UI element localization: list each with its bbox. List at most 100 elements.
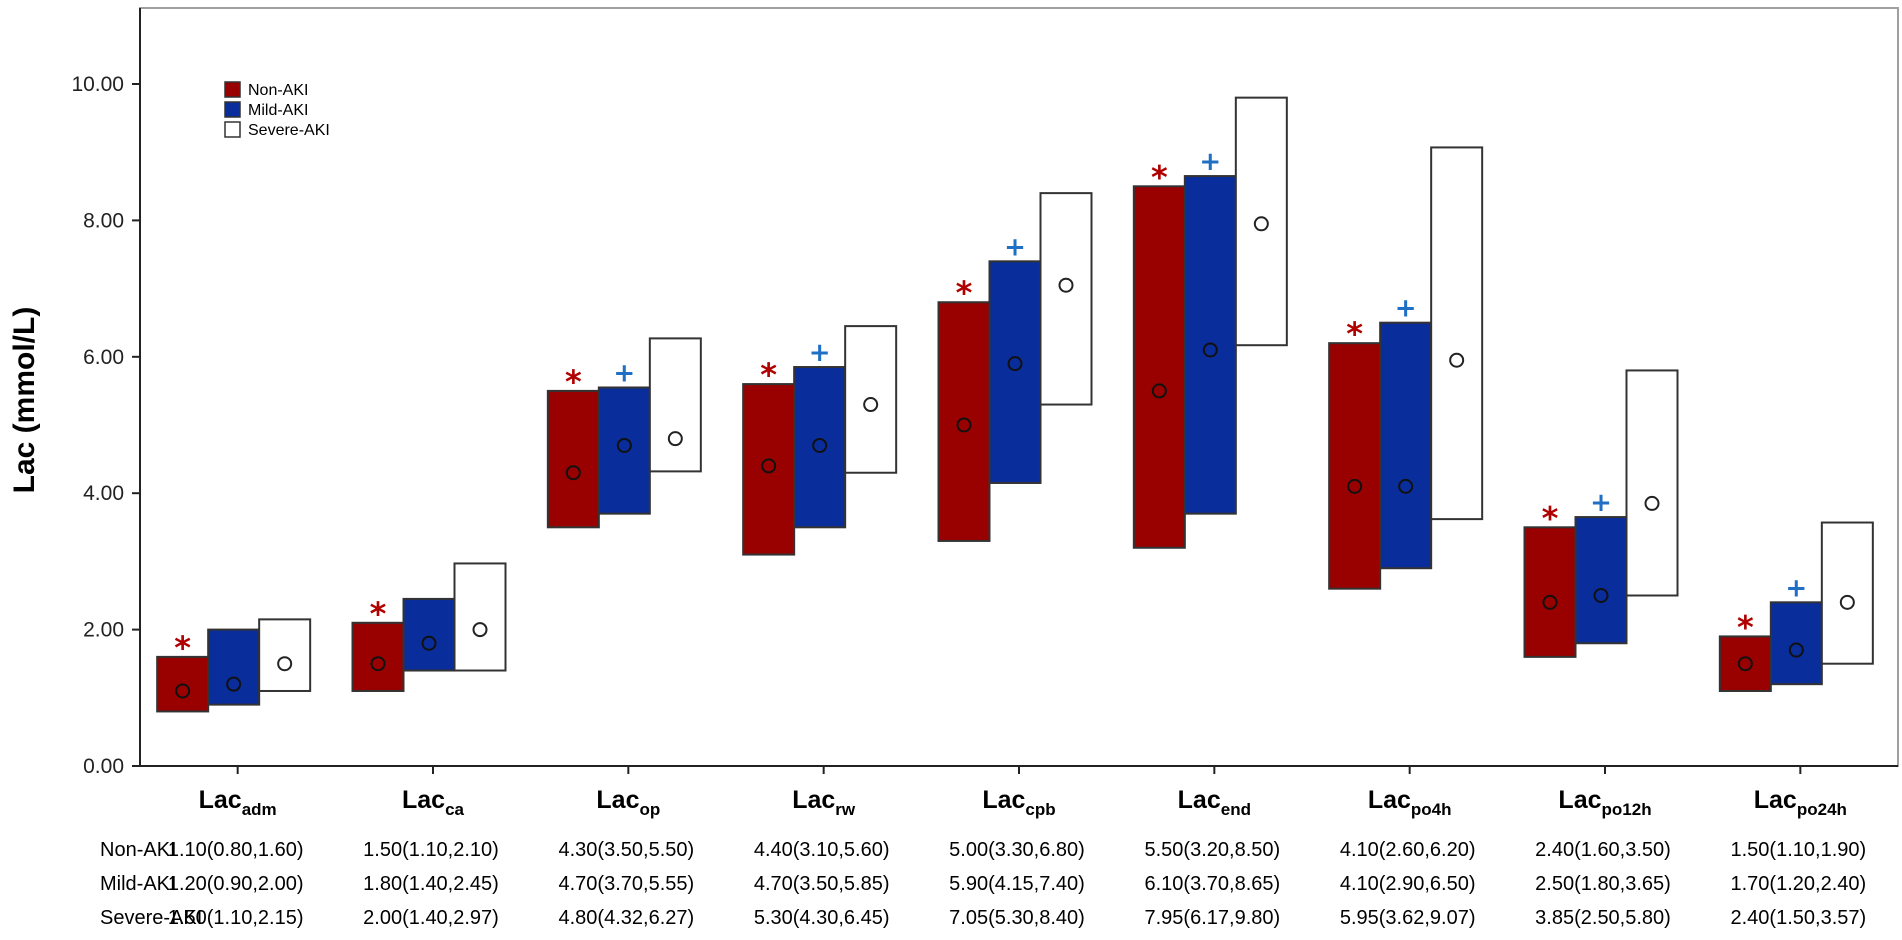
significance-star: * <box>1737 608 1754 646</box>
x-category-label: Lacpo12h <box>1558 786 1651 819</box>
median-marker <box>956 417 972 433</box>
x-category-label: Lacrw <box>792 786 856 819</box>
x-category-label: Lacpo24h <box>1754 786 1847 819</box>
significance-plus: + <box>1395 294 1417 324</box>
x-category-label: Lacpo4h <box>1368 786 1452 819</box>
table-cell: 4.30(3.50,5.50) <box>559 839 695 861</box>
median-marker <box>1058 277 1074 293</box>
y-tick-label: 10.00 <box>71 73 124 96</box>
legend: Non-AKI Mild-AKI Severe-AKI <box>224 81 330 139</box>
table-cell: 1.50(1.10,2.10) <box>363 839 499 861</box>
median-marker <box>667 431 683 447</box>
significance-star: * <box>1346 315 1363 353</box>
significance-plus: + <box>1004 232 1026 262</box>
median-marker <box>1593 588 1609 603</box>
iqr-bar <box>402 597 456 672</box>
significance-star: * <box>370 595 387 633</box>
table-cell: 4.80(4.32,6.27) <box>559 907 695 929</box>
significance-plus: + <box>1590 488 1612 518</box>
legend-label: Severe-AKI <box>248 122 330 139</box>
median-marker <box>565 465 581 481</box>
table-cell: 1.50(1.10,2.15) <box>168 907 304 929</box>
x-category-label: Lacadm <box>199 786 277 819</box>
median-marker <box>1449 352 1465 368</box>
table-cell: 4.10(2.90,6.50) <box>1340 873 1476 895</box>
iqr-bar <box>844 325 898 474</box>
significance-star: * <box>1151 158 1168 196</box>
median-marker <box>616 437 632 453</box>
significance-star: * <box>956 274 973 312</box>
median-marker <box>1202 342 1218 358</box>
significance-star: * <box>760 356 777 394</box>
iqr-bar <box>742 383 796 556</box>
table-cell: 4.70(3.70,5.55) <box>559 873 695 895</box>
table-cell: 1.50(1.10,1.90) <box>1731 839 1867 861</box>
table-cell: 1.10(0.80,1.60) <box>168 839 304 861</box>
significance-plus: + <box>809 338 831 368</box>
median-marker <box>1253 216 1269 232</box>
table-cell: 1.70(1.20,2.40) <box>1731 873 1867 895</box>
median-marker <box>1347 478 1363 494</box>
table-cell: 4.10(2.60,6.20) <box>1340 839 1476 861</box>
iqr-bar <box>1625 369 1679 597</box>
median-marker <box>370 656 386 672</box>
y-axis: 0.00 2.00 4.00 6.00 8.00 10.00 <box>71 73 140 778</box>
significance-star: * <box>565 363 582 401</box>
iqr-bar <box>648 337 702 473</box>
significance-star: * <box>174 629 191 667</box>
median-marker <box>812 437 828 453</box>
x-category-label: Lacop <box>596 786 660 819</box>
table-cell: 2.40(1.60,3.50) <box>1535 839 1671 861</box>
median-marker <box>1007 356 1023 372</box>
median-marker <box>1737 656 1753 672</box>
legend-swatch <box>224 81 241 98</box>
iqr-bar <box>988 260 1042 484</box>
table-cell: 5.30(4.30,6.45) <box>754 907 890 929</box>
legend-swatch <box>224 101 241 118</box>
median-marker <box>175 683 191 699</box>
median-marker <box>1151 383 1167 399</box>
table-cell: 4.70(3.50,5.85) <box>754 873 890 895</box>
iqr-bar <box>1039 192 1093 406</box>
iqr-bar <box>1183 175 1237 515</box>
bars-layer: * * * + * + * + * + * + * + * + <box>156 96 1874 713</box>
table-cell: 7.05(5.30,8.40) <box>949 907 1085 929</box>
x-axis-categories: Lacadm Lacca Lacop Lacrw Laccpb Lacend Lacpo4h… <box>199 766 1847 819</box>
iqr-bar <box>1234 96 1288 347</box>
significance-plus: + <box>1199 147 1221 177</box>
iqr-bar <box>546 389 600 529</box>
table-row-label: Mild-AKI <box>100 873 176 895</box>
table-cell: 3.85(2.50,5.80) <box>1535 907 1671 929</box>
table-cell: 5.50(3.20,8.50) <box>1145 839 1281 861</box>
table-cell: 5.90(4.15,7.40) <box>949 873 1085 895</box>
x-category-label: Lacend <box>1178 786 1251 819</box>
table-cell: 4.40(3.10,5.60) <box>754 839 890 861</box>
y-tick-label: 6.00 <box>83 346 124 369</box>
significance-plus: + <box>613 358 635 388</box>
table-cell: 7.95(6.17,9.80) <box>1145 907 1281 929</box>
iqr-bar <box>1132 185 1186 549</box>
median-marker <box>1398 478 1414 494</box>
median-marker <box>1542 594 1558 610</box>
median-marker <box>761 458 777 474</box>
median-marker <box>863 397 879 413</box>
iqr-bar <box>258 618 312 692</box>
y-tick-label: 4.00 <box>83 482 124 505</box>
y-tick-label: 8.00 <box>83 209 124 232</box>
iqr-bar <box>1430 146 1484 521</box>
median-marker <box>1644 495 1660 511</box>
table-cell: 2.00(1.40,2.97) <box>363 907 499 929</box>
table-row-label: Non-AKI <box>100 839 176 861</box>
iqr-bar <box>1574 516 1628 645</box>
iqr-bar <box>1328 342 1382 590</box>
iqr-bar <box>937 301 991 542</box>
x-category-label: Lacca <box>402 786 465 819</box>
iqr-bar <box>1379 321 1433 570</box>
table-row-label: Severe-AKI <box>100 907 202 929</box>
iqr-bar <box>597 386 651 515</box>
table-cell: 1.80(1.40,2.45) <box>363 873 499 895</box>
legend-swatch <box>224 121 241 138</box>
legend-label: Non-AKI <box>248 82 308 99</box>
